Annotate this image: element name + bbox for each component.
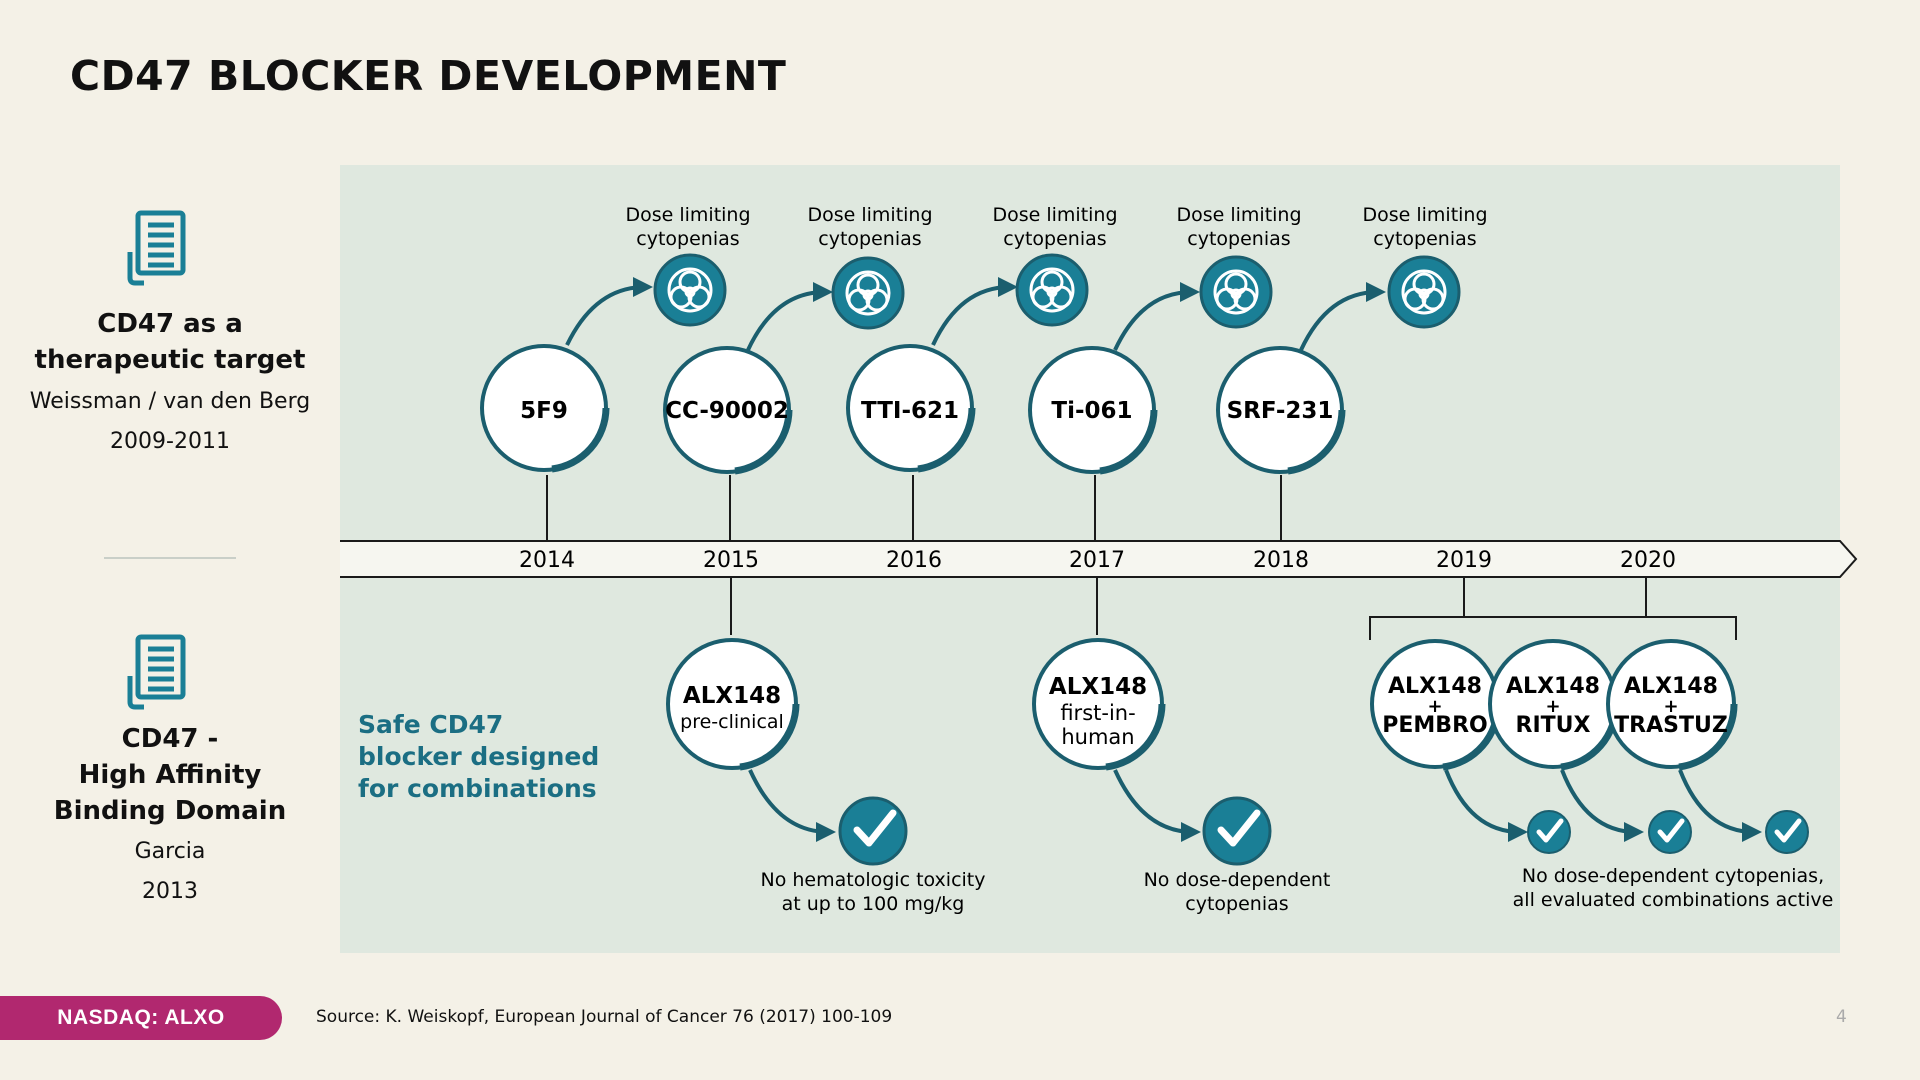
alx-milestone-2-line-2: first-in- [1060,701,1135,725]
block2-authors: Garcia [134,839,206,864]
year-label-2015: 2015 [703,548,759,573]
alx-outcome-1-line-1: No hematologic toxicity [761,869,986,891]
block1-heading-line-2: therapeutic target [34,345,306,375]
checkmark-icon [1649,811,1691,853]
document-icon [127,210,186,286]
competitor-name-5f9: 5F9 [520,398,568,424]
alx-outcome-1-line-2: at up to 100 mg/kg [782,893,965,915]
year-label-2017: 2017 [1069,548,1125,573]
biohazard-icon [653,253,727,327]
page-title: CD47 BLOCKER DEVELOPMENT [70,52,787,100]
block1-authors: Weissman / van den Berg [29,389,311,414]
block2-years: 2013 [142,879,198,904]
year-label-2016: 2016 [886,548,942,573]
timeline-arrow [340,540,1858,578]
combo-2-line-2: + [1545,696,1560,717]
outcome-label-line-1: Dose limiting [992,204,1117,226]
block2-heading-line-2: High Affinity [78,760,262,790]
source-citation: Source: K. Weiskopf, European Journal of… [316,1007,893,1027]
page-number: 4 [1836,1007,1847,1027]
year-label-2019: 2019 [1436,548,1492,573]
alx-tagline-line-2: blocker designed [358,742,599,771]
combo-1-line-1: ALX148 [1388,674,1482,699]
combo-2-line-1: ALX148 [1506,674,1600,699]
checkmark-icon [1528,811,1570,853]
outcome-label-line-1: Dose limiting [625,204,750,226]
outcome-label-line-2: cytopenias [1373,228,1476,250]
combo-1-line-3: PEMBRO [1382,713,1487,738]
competitor-name-cc-90002: CC-90002 [665,398,789,424]
combo-outcome-line-2: all evaluated combinations active [1513,889,1834,911]
alx-milestone-2-line-1: ALX148 [1049,674,1147,700]
outcome-label-line-1: Dose limiting [1176,204,1301,226]
year-label-2018: 2018 [1253,548,1309,573]
combo-3-line-2: + [1663,696,1678,717]
biohazard-icon [1015,253,1089,327]
alx-milestone-1-line-1: ALX148 [683,683,781,709]
year-label-2020: 2020 [1620,548,1676,573]
checkmark-icon [840,798,906,864]
alx-milestone-2-line-3: human [1061,725,1134,749]
block2-heading-line-3: Binding Domain [53,796,287,826]
competitor-name-srf-231: SRF-231 [1227,398,1334,424]
alx-tagline-line-3: for combinations [358,774,597,803]
combo-3-line-3: TRASTUZ [1614,713,1728,738]
nasdaq-ticker-badge: NASDAQ: ALXO [0,996,282,1040]
checkmark-icon [1204,798,1270,864]
block1-years: 2009-2011 [110,429,230,454]
biohazard-icon [1199,255,1273,329]
document-icon [127,634,186,710]
outcome-label-line-2: cytopenias [636,228,739,250]
outcome-label-line-2: cytopenias [1003,228,1106,250]
biohazard-icon [1387,255,1461,329]
outcome-label-line-2: cytopenias [818,228,921,250]
combo-outcome-line-1: No dose-dependent cytopenias, [1522,865,1824,887]
alx-outcome-2-line-1: No dose-dependent [1144,869,1331,891]
competitor-name-ti-061: Ti-061 [1051,398,1132,424]
block2-heading-line-1: CD47 - [121,724,219,754]
combo-3-line-1: ALX148 [1624,674,1718,699]
alx-milestone-1-line-2: pre-clinical [680,711,784,733]
alx-outcome-2-line-2: cytopenias [1185,893,1288,915]
left-divider [104,557,236,559]
year-label-2014: 2014 [519,548,575,573]
competitor-name-tti-621: TTI-621 [861,398,959,424]
combo-2-line-3: RITUX [1516,713,1591,738]
block1-heading-line-1: CD47 as a [97,309,243,339]
checkmark-icon [1766,811,1808,853]
biohazard-icon [831,256,905,330]
alx-tagline-line-1: Safe CD47 [358,710,503,739]
outcome-label-line-1: Dose limiting [807,204,932,226]
combo-1-line-2: + [1427,696,1442,717]
outcome-label-line-2: cytopenias [1187,228,1290,250]
outcome-label-line-1: Dose limiting [1362,204,1487,226]
